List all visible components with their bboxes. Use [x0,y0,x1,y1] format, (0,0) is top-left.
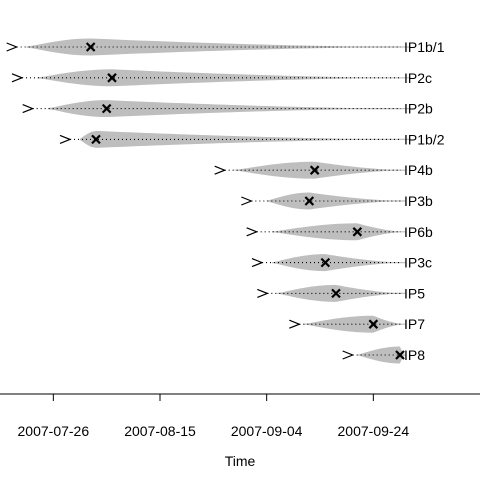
row-label: IP6b [404,224,433,240]
x-axis-title: Time [225,453,256,469]
x-mark-icon [320,257,331,268]
start-marker-icon [6,42,19,52]
rows-layer: IP1b/1 IP2c IP2b IP1b/2 IP4b IP3b IP6b IP3c IP5 I… [6,38,445,364]
timeline-row: IP3b [241,192,433,210]
row-label: IP3c [404,255,432,271]
density-band [272,223,406,241]
x-tick-label: 2007-08-15 [124,423,196,439]
start-marker-icon [257,288,269,298]
start-marker-icon [241,196,253,206]
x-mark-icon [309,165,320,175]
x-mark-icon [352,227,363,237]
density-band [37,69,411,87]
row-label: IP1b/2 [404,131,445,147]
x-mark-icon [107,73,117,83]
start-marker-icon [59,134,72,144]
x-mark-icon [395,350,405,360]
timeline-row: IP7 [289,315,425,333]
x-axis-ticks: 2007-07-26 2007-08-15 2007-09-04 2007-09-24 [18,394,410,439]
x-tick-label: 2007-09-24 [338,423,410,439]
row-label: IP4b [404,162,433,178]
row-label: IP5 [404,285,425,301]
row-label: IP3b [404,193,433,209]
density-band [277,284,406,302]
start-marker-icon [251,258,264,268]
density-band [26,38,411,56]
x-mark-icon [304,196,315,206]
timeline-row: IP1b/2 [59,130,445,148]
start-marker-icon [246,227,259,237]
start-marker-icon [214,165,227,175]
start-marker-icon [342,350,355,360]
x-mark-icon [101,103,112,114]
x-tick-label: 2007-09-04 [231,423,303,439]
x-mark-icon [85,42,96,52]
x-mark-icon [91,134,101,145]
row-label: IP7 [404,316,425,332]
start-marker-icon [289,319,301,329]
timeline-row: IP3c [251,254,432,272]
timeline-row: IP6b [246,223,433,241]
row-label: IP2b [404,101,433,117]
timeline-row: IP2b [22,100,433,118]
row-label: IP8 [404,347,425,363]
x-mark-icon [331,288,341,299]
timeline-row: IP1b/1 [6,38,445,56]
density-band [80,130,411,148]
density-band [234,161,406,179]
density-band [304,315,406,333]
timeline-row: IP2c [11,69,432,87]
x-mark-icon [368,319,379,329]
x-tick-label: 2007-07-26 [18,423,90,439]
row-label: IP1b/1 [404,39,445,55]
start-marker-icon [11,73,24,83]
timeline-row: IP4b [214,161,433,179]
row-label: IP2c [404,70,432,86]
start-marker-icon [22,104,35,114]
timeline-row: IP5 [257,284,425,302]
timeline-row: IP8 [342,346,425,364]
